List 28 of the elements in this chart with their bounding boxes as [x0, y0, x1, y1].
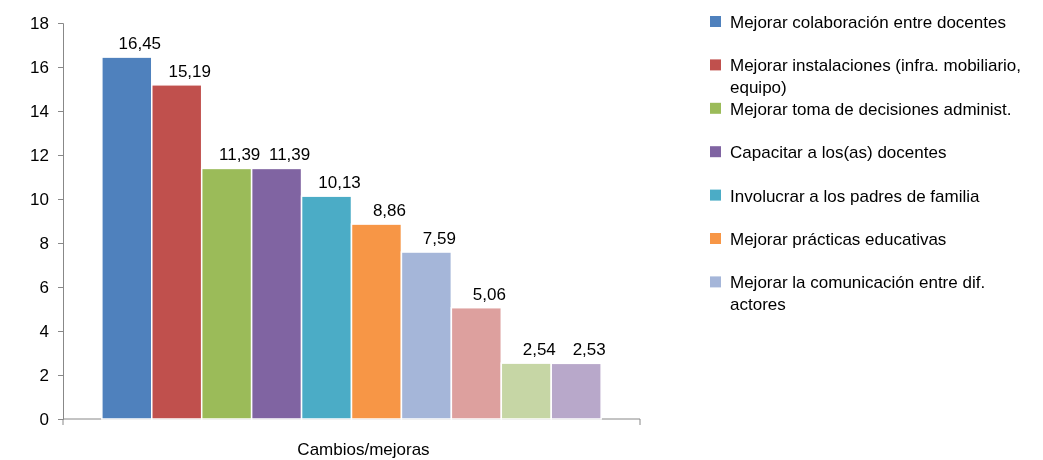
y-tick-label: 6 — [39, 277, 49, 297]
y-tick-label: 10 — [30, 189, 49, 209]
y-tick-label: 0 — [39, 409, 49, 429]
y-tick-label: 14 — [30, 101, 49, 121]
legend-label: Mejorar colaboración entre docentes — [730, 13, 1006, 32]
data-label: 10,13 — [318, 173, 361, 193]
y-tick-label: 16 — [30, 57, 49, 77]
data-label: 2,54 — [522, 340, 556, 360]
y-tick-label: 2 — [39, 365, 49, 385]
data-label: 11,39 — [268, 145, 311, 165]
legend-label: Mejorar la comunicación entre dif. actores — [730, 273, 986, 315]
data-label: 7,59 — [422, 229, 456, 249]
y-tick-label: 18 — [30, 13, 49, 33]
data-label: 16,45 — [118, 34, 162, 54]
legend-label: Involucrar a los padres de familia — [730, 186, 980, 206]
data-label: 11,39 — [219, 145, 261, 165]
data-label: 15,19 — [168, 61, 212, 81]
y-tick-label: 4 — [39, 321, 49, 341]
y-tick-label: 8 — [39, 233, 49, 253]
data-label: 8,86 — [372, 201, 407, 221]
y-tick-label: 12 — [30, 145, 49, 165]
data-label: 2,53 — [572, 340, 606, 360]
legend-label: Mejorar instalaciones (infra. mobiliario, equipo) — [730, 56, 1022, 98]
legend-label: Mejorar toma de decisiones administ. — [730, 99, 1012, 119]
x-axis-title: Cambios/mejoras — [297, 440, 430, 459]
legend-label: Mejorar prácticas educativas — [730, 230, 947, 249]
legend-label: Capacitar a los(as) docentes — [730, 143, 947, 163]
data-label: 5,06 — [472, 284, 506, 304]
